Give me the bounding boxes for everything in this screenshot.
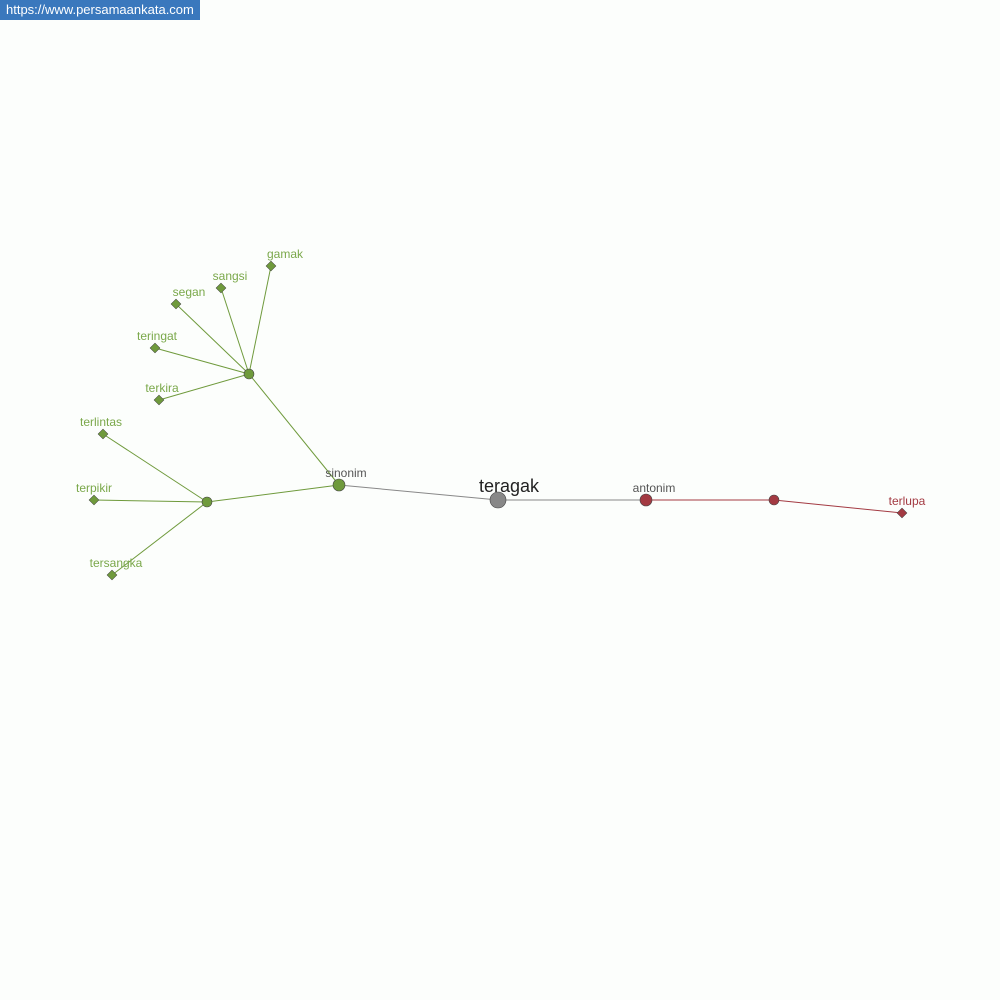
sinonim-node[interactable] — [332, 478, 346, 492]
synonym-label-teringat: teringat — [137, 329, 178, 343]
synonym-node-tersangka[interactable] — [106, 569, 118, 581]
synonym-hub-node[interactable] — [201, 496, 213, 508]
site-url-badge[interactable]: https://www.persamaankata.com — [0, 0, 200, 20]
edge-synonym-terlintas — [102, 433, 208, 503]
synonym-label-terkira: terkira — [145, 381, 179, 395]
edge-synonym-teringat — [154, 347, 250, 375]
edge-root-sinonim — [338, 484, 499, 501]
antonim-node[interactable] — [639, 493, 653, 507]
synonym-node-terkira[interactable] — [153, 394, 165, 406]
antonym-hub-node[interactable] — [768, 494, 780, 506]
root-node[interactable] — [489, 491, 507, 509]
synonym-label-terpikir: terpikir — [76, 481, 112, 495]
antonym-label-terlupa: terlupa — [889, 494, 926, 508]
synonym-label-sangsi: sangsi — [213, 269, 248, 283]
root-label: teragak — [479, 476, 540, 496]
synonym-node-terlintas[interactable] — [97, 428, 109, 440]
edge-synonym-tersangka — [111, 501, 208, 576]
edge-sinonim-hub — [248, 373, 340, 486]
edge-synonym-terkira — [158, 373, 250, 401]
edge-synonym-gamak — [248, 265, 272, 375]
antonym-node-terlupa[interactable] — [896, 507, 908, 519]
edge-synonym-terpikir — [93, 499, 208, 503]
synonym-label-segan: segan — [173, 285, 206, 299]
synonym-node-segan[interactable] — [170, 298, 182, 310]
synonym-node-teringat[interactable] — [149, 342, 161, 354]
synonym-label-gamak: gamak — [267, 247, 304, 261]
synonym-label-terlintas: terlintas — [80, 415, 122, 429]
antonim-label: antonim — [633, 481, 676, 495]
edge-sinonim-hub — [206, 484, 340, 503]
synonym-node-terpikir[interactable] — [88, 494, 100, 506]
edge-synonym-segan — [175, 303, 250, 375]
sinonim-label: sinonim — [325, 466, 366, 480]
synonym-node-sangsi[interactable] — [215, 282, 227, 294]
synonym-hub-node[interactable] — [243, 368, 255, 380]
edge-synonym-sangsi — [220, 287, 250, 375]
synonym-label-tersangka: tersangka — [90, 556, 143, 570]
edge-antonym-terlupa — [773, 499, 903, 514]
synonym-node-gamak[interactable] — [265, 260, 277, 272]
